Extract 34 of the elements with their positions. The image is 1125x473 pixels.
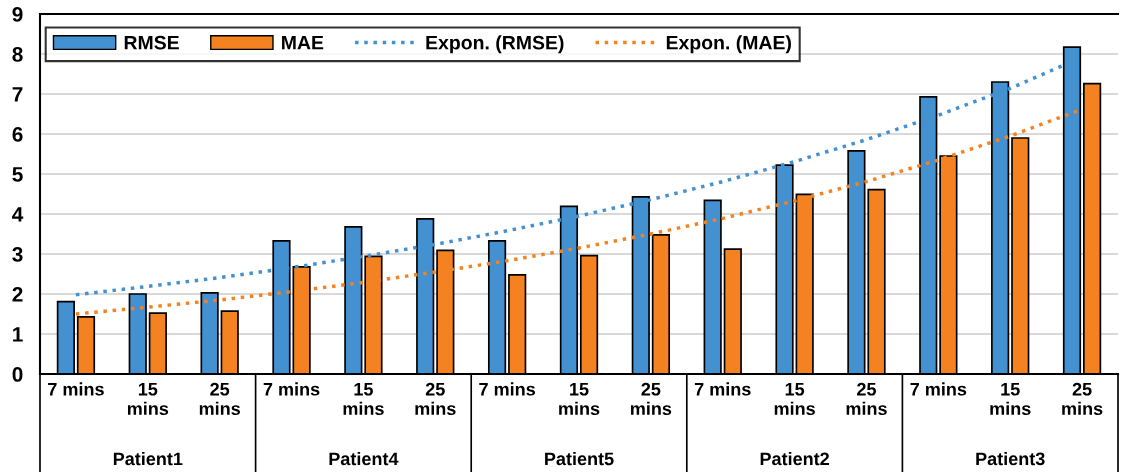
legend-label: Expon. (RMSE) bbox=[426, 35, 564, 54]
y-tick-label: 6 bbox=[12, 127, 23, 142]
x-tick-label: 25 mins bbox=[415, 382, 456, 416]
x-tick-label: 25 mins bbox=[199, 382, 240, 416]
x-tick-label: 25 mins bbox=[846, 382, 887, 416]
x-tick-label: 7 mins bbox=[479, 382, 535, 396]
x-tick-label: 15 mins bbox=[559, 383, 600, 416]
x-tick-label: 15 mins bbox=[774, 383, 815, 416]
x-tick-label: 7 mins bbox=[910, 382, 967, 396]
x-tick-label: 7 mins bbox=[694, 382, 751, 396]
x-tick-label: 7 mins bbox=[263, 382, 320, 396]
x-tick-label: 25 mins bbox=[630, 382, 672, 416]
y-tick-label: 4 bbox=[12, 207, 24, 222]
y-tick-label: 3 bbox=[12, 247, 23, 262]
x-tick-label: 15 mins bbox=[343, 383, 384, 416]
text: Patient3 bbox=[976, 451, 1045, 466]
legend-label: RMSE bbox=[124, 35, 179, 50]
y-tick-label: 8 bbox=[12, 47, 23, 62]
text: Patient5 bbox=[545, 451, 614, 466]
x-tick-label: 25 mins bbox=[1062, 382, 1103, 416]
y-tick-label: 1 bbox=[13, 327, 23, 342]
x-tick-label: 7 mins bbox=[48, 382, 104, 396]
x-tick-label: 15 mins bbox=[127, 383, 169, 416]
text: Patient4 bbox=[329, 451, 399, 466]
y-tick-label: 0 bbox=[12, 367, 23, 382]
text: Patient1 bbox=[113, 451, 183, 466]
y-tick-label: 2 bbox=[12, 287, 23, 302]
text: Patient2 bbox=[760, 451, 829, 466]
y-tick-label: 7 bbox=[12, 87, 23, 102]
legend-label: Expon. (MAE) bbox=[666, 35, 791, 54]
legend-label: MAE bbox=[282, 35, 324, 50]
x-tick-label: 15 mins bbox=[990, 383, 1031, 416]
y-tick-label: 5 bbox=[12, 167, 23, 182]
y-tick-label: 9 bbox=[12, 7, 23, 22]
